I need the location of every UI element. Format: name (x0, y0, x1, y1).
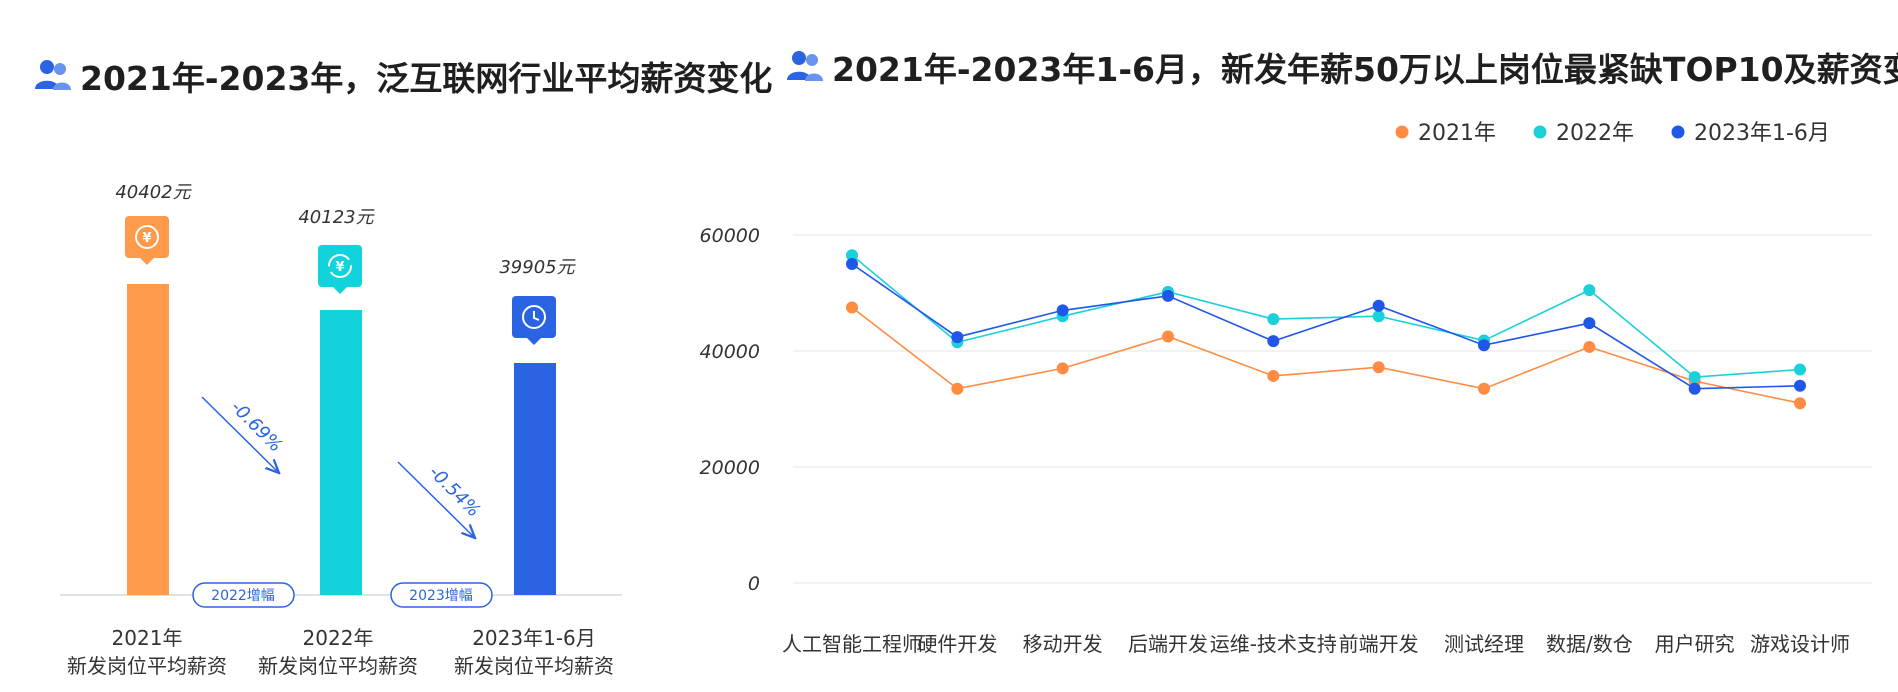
series-line-1 (851, 254, 1801, 378)
data-point (1478, 382, 1490, 395)
legend-label: 2022年 (1556, 121, 1634, 146)
data-point (1688, 382, 1701, 395)
bar-category-sublabel: 新发岗位平均薪资 (258, 654, 418, 678)
salary-bar-chart: ¥ 40402元 2021年 新发岗位平均薪资 ¥ 40123元 2022年 新… (60, 182, 622, 678)
y-tick-label: 20000 (700, 457, 760, 479)
data-point (1372, 310, 1385, 323)
change-badge: 2022增幅 (192, 582, 295, 608)
data-point (1478, 339, 1490, 352)
x-tick-label: 移动开发 (1023, 632, 1103, 656)
bar-2021 (127, 284, 169, 595)
data-point (1267, 335, 1280, 348)
svg-text:2023增幅: 2023增幅 (409, 588, 473, 604)
legend-marker (1395, 125, 1409, 139)
x-tick-label: 人工智能工程师 (782, 632, 922, 656)
bar-value-label: 40402元 (115, 182, 192, 203)
data-point (1162, 289, 1174, 302)
x-tick-label: 后端开发 (1128, 632, 1208, 656)
data-point (1267, 313, 1280, 326)
svg-text:¥: ¥ (335, 260, 344, 275)
data-point (1372, 361, 1385, 374)
data-point (846, 301, 858, 314)
x-tick-label: 硬件开发 (917, 632, 997, 656)
data-point (1794, 397, 1806, 410)
bar-category-sublabel: 新发岗位平均薪资 (454, 654, 614, 678)
yen-coin-icon: ¥ (125, 216, 169, 265)
data-point (1583, 284, 1596, 297)
users-icon (35, 60, 71, 90)
y-tick-label: 40000 (700, 341, 760, 363)
data-point (846, 249, 858, 262)
data-point (1688, 371, 1701, 384)
bar-category-label: 2023年1-6月 (472, 626, 596, 650)
bar-2023 (514, 363, 556, 595)
decline-arrow (201, 396, 278, 472)
x-tick-label: 测试经理 (1444, 632, 1524, 656)
data-point (1794, 363, 1806, 376)
legend-marker (1671, 125, 1685, 139)
data-point (1162, 330, 1174, 343)
svg-text:¥: ¥ (142, 231, 151, 246)
legend-label: 2023年1-6月 (1694, 121, 1830, 146)
decline-arrow (397, 461, 474, 537)
right-panel-title: 2021年-2023年1-6月，新发年薪50万以上岗位最紧缺TOP10及薪资变化 (786, 43, 1898, 91)
x-tick-label: 前端开发 (1339, 632, 1419, 656)
yen-exchange-icon: ¥ (318, 245, 362, 294)
data-point (1267, 369, 1280, 382)
series-line-0 (851, 306, 1801, 404)
left-panel-title-text: 2021年-2023年，泛互联网行业平均薪资变化 (80, 59, 773, 98)
data-point (1583, 317, 1596, 330)
x-tick-label: 数据/数仓 (1546, 632, 1633, 656)
y-tick-label: 0 (748, 573, 760, 595)
bar-category-label: 2022年 (303, 626, 374, 650)
data-point (1056, 304, 1069, 317)
svg-text:2022增幅: 2022增幅 (211, 588, 275, 604)
data-point (1794, 379, 1806, 392)
change-percent-label: -0.69% (226, 397, 286, 457)
left-panel-title: 2021年-2023年，泛互联网行业平均薪资变化 (34, 52, 772, 100)
bar-value-label: 40123元 (298, 207, 375, 228)
clock-cycle-icon (512, 296, 556, 345)
bar-value-label: 39905元 (499, 257, 576, 278)
data-point (1056, 362, 1069, 375)
legend-marker (1533, 125, 1547, 139)
right-panel-title-text: 2021年-2023年1-6月，新发年薪50万以上岗位最紧缺TOP10及薪资变化 (832, 50, 1898, 89)
change-badge: 2023增幅 (390, 582, 493, 608)
data-point (1372, 299, 1385, 312)
x-tick-label: 用户研究 (1655, 632, 1735, 656)
data-point (1583, 340, 1596, 353)
series-line-2 (851, 263, 1801, 390)
change-percent-label: -0.54% (424, 462, 484, 522)
legend-label: 2021年 (1418, 121, 1496, 146)
data-point (846, 258, 858, 270)
bar-category-label: 2021年 (112, 626, 183, 650)
data-point (951, 382, 964, 395)
users-icon (787, 51, 823, 81)
x-tick-label: 游戏设计师 (1750, 632, 1850, 656)
data-point (951, 331, 964, 344)
y-tick-label: 60000 (700, 225, 760, 247)
bar-2022 (320, 310, 362, 595)
bar-category-sublabel: 新发岗位平均薪资 (67, 654, 227, 678)
x-tick-label: 运维-技术支持 (1210, 632, 1337, 656)
